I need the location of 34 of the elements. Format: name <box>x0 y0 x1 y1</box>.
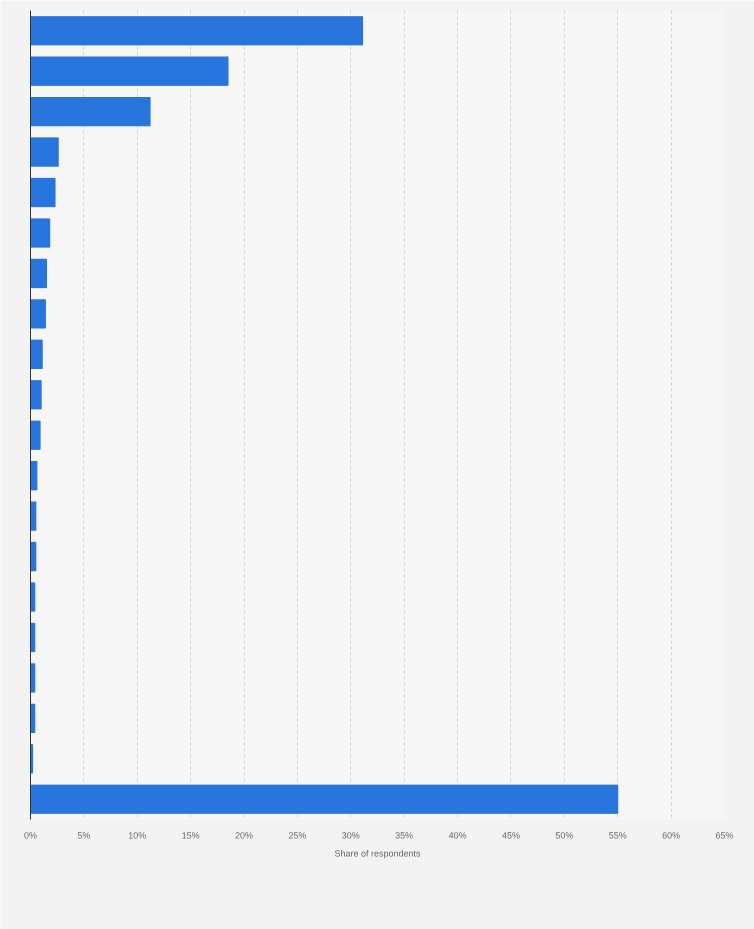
x-tick-label: 65% <box>715 830 734 840</box>
bar <box>30 582 36 612</box>
x-tick-label: 30% <box>342 830 360 840</box>
x-tick-label: 35% <box>395 830 414 840</box>
bar <box>30 622 36 652</box>
bar <box>30 542 36 572</box>
x-tick-label: 10% <box>128 830 146 840</box>
x-tick-label: 20% <box>235 830 254 840</box>
bar <box>30 340 43 369</box>
x-tick-label: 45% <box>502 830 520 840</box>
x-tick-label: 5% <box>77 830 90 840</box>
bar <box>30 258 48 288</box>
bar <box>30 16 364 46</box>
x-tick-label: 60% <box>662 830 680 840</box>
bar <box>30 461 38 490</box>
bar <box>30 784 618 814</box>
bar <box>30 299 46 329</box>
x-axis-title: Share of respondents <box>334 848 422 858</box>
bar <box>30 501 36 531</box>
bar <box>30 137 59 167</box>
bar <box>30 96 151 126</box>
bar <box>30 704 36 734</box>
x-tick-label: 55% <box>608 830 627 840</box>
x-tick-label: 15% <box>182 830 200 840</box>
bar <box>30 420 41 450</box>
x-tick-label: 40% <box>448 830 467 840</box>
bar <box>30 218 50 248</box>
bar <box>30 178 56 208</box>
bar <box>30 663 36 693</box>
bar <box>30 56 229 86</box>
x-tick-label: 25% <box>288 830 306 840</box>
x-tick-label: 50% <box>555 830 574 840</box>
x-tick-label: 0% <box>24 830 38 840</box>
bar <box>30 380 42 410</box>
